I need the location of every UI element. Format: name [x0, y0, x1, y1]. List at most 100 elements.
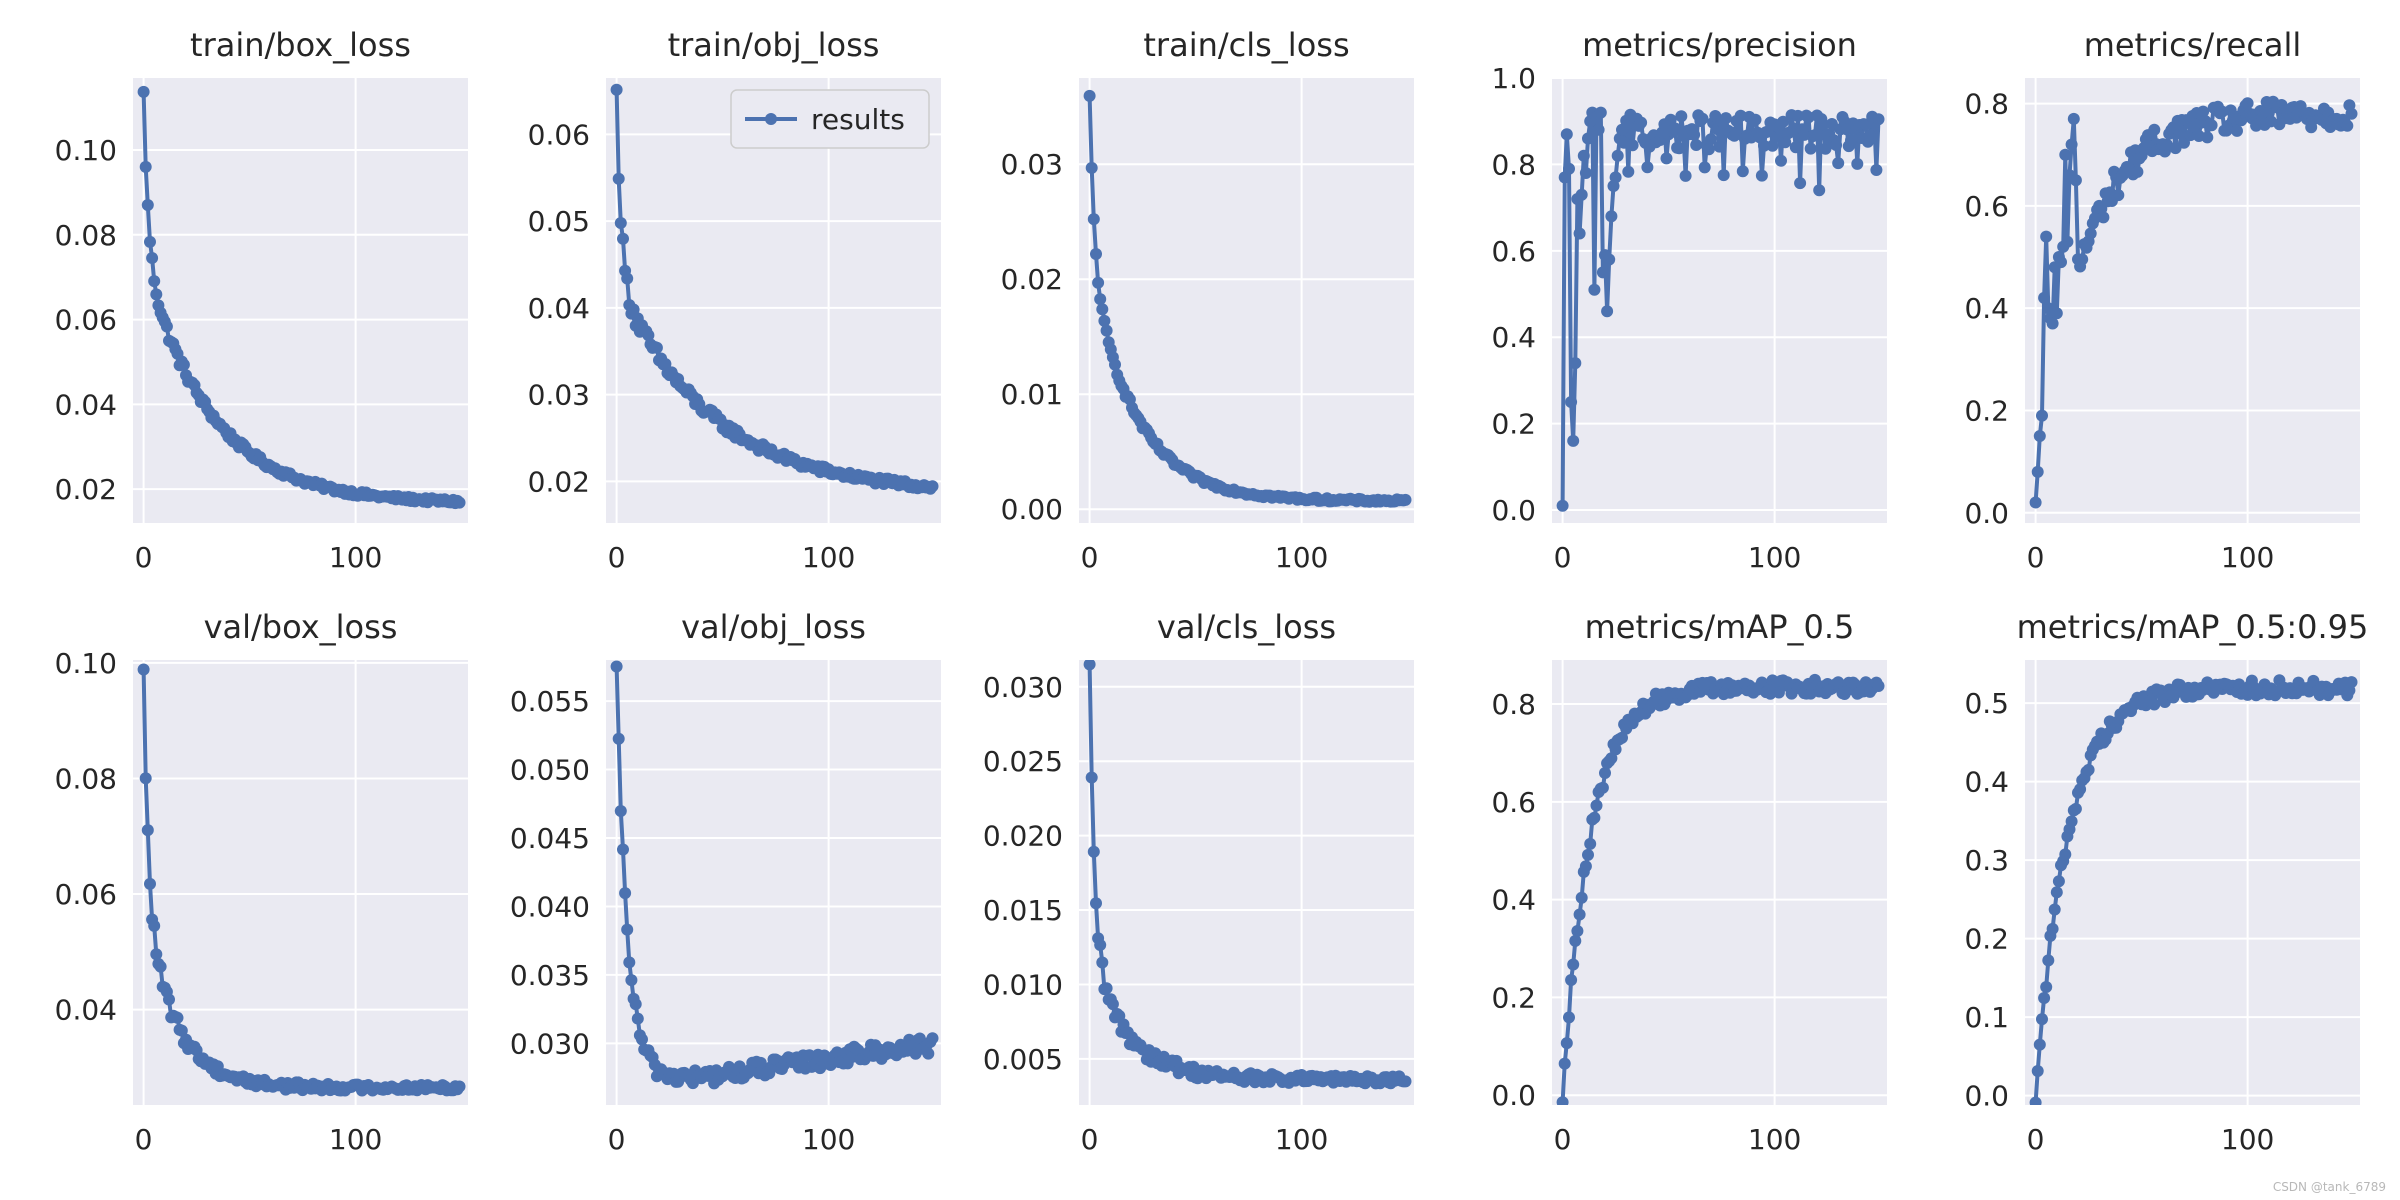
data-point	[144, 877, 156, 890]
data-point	[171, 1011, 184, 1024]
data-point	[2048, 903, 2061, 916]
x-tick-label: 100	[802, 541, 855, 574]
data-point	[1679, 169, 1692, 182]
plot-area	[606, 660, 941, 1105]
data-point	[614, 217, 627, 229]
data-point	[1702, 143, 1715, 156]
data-point	[2082, 763, 2095, 776]
data-point	[137, 85, 150, 98]
data-point	[1713, 140, 1726, 153]
watermark: CSDN @tank_6789	[2272, 1180, 2386, 1194]
data-point	[610, 660, 623, 673]
y-tick-label: 0.055	[510, 685, 590, 718]
subplot-val-box-loss: val/box_loss 0.04 0.06 0.08 0.10 0 100	[55, 608, 468, 1156]
data-point	[831, 1046, 844, 1059]
x-tick-label: 100	[1748, 541, 1801, 574]
data-point	[2036, 1013, 2048, 1026]
data-point	[1596, 781, 1609, 794]
data-point	[1791, 109, 1804, 122]
data-point	[1872, 680, 1885, 692]
y-tick-label: 0.04	[55, 994, 117, 1027]
data-point	[2131, 165, 2144, 178]
data-point	[1100, 982, 1113, 995]
y-tick-label: 0.02	[1001, 263, 1063, 296]
y-tick-label: 0.1	[1964, 1001, 2009, 1034]
legend-label: results	[811, 103, 905, 136]
y-tick-label: 0.8	[1964, 88, 2009, 121]
y-tick-label: 0.040	[510, 890, 590, 923]
legend-marker-sample	[765, 113, 777, 125]
data-point	[2205, 119, 2218, 132]
data-point	[1575, 188, 1588, 201]
data-point	[1749, 113, 1762, 126]
data-point	[631, 1012, 644, 1025]
y-tick-label: 0.045	[510, 822, 590, 855]
data-point	[2112, 189, 2125, 202]
y-tick-label: 0.08	[55, 762, 117, 795]
data-point	[2046, 317, 2059, 330]
data-point	[1698, 161, 1711, 174]
data-point	[2067, 112, 2080, 125]
subplot-train-box-loss: train/box_loss 0.02 0.04 0.06 0.08 0.10 0 100	[55, 26, 468, 574]
data-point	[1736, 165, 1749, 178]
series-results	[1556, 673, 1885, 1105]
data-point	[1832, 157, 1845, 170]
subplot-metrics-map-0-5-0-95: metrics/mAP_0.5:0.95 0.0 0.1 0.2 0.3 0.4 0.5 0 1…	[1964, 608, 2368, 1156]
data-point	[1109, 358, 1121, 371]
series-results	[2029, 674, 2358, 1105]
data-point	[1851, 157, 1864, 170]
data-point	[1864, 129, 1876, 142]
data-point	[1560, 128, 1573, 141]
data-point	[1808, 129, 1821, 142]
data-point	[1577, 149, 1590, 162]
plot-area	[1079, 660, 1414, 1105]
x-tick-label: 100	[1275, 541, 1328, 574]
data-point	[1399, 1075, 1412, 1088]
data-point	[453, 1080, 466, 1093]
y-tick-label: 0.01	[1001, 378, 1063, 411]
plot-area	[133, 660, 468, 1105]
data-point	[2345, 107, 2358, 120]
y-tick-label: 0.3	[1964, 844, 2009, 877]
y-tick-label: 0.015	[983, 894, 1063, 927]
data-point	[1090, 897, 1102, 910]
y-tick-label: 0.0	[1964, 1080, 2009, 1113]
data-point	[1705, 133, 1717, 146]
data-point	[1098, 314, 1111, 327]
series-results	[1556, 106, 1885, 512]
series-results	[1083, 89, 1412, 508]
data-point	[1579, 860, 1592, 873]
data-point	[2231, 124, 2243, 137]
legend-box	[730, 89, 930, 149]
data-point	[1087, 845, 1100, 858]
y-tick-label: 0.030	[983, 671, 1063, 704]
data-point	[2040, 981, 2053, 993]
subplot-title: metrics/recall	[2084, 26, 2302, 64]
data-point	[453, 496, 466, 509]
data-point	[1592, 123, 1605, 136]
data-point	[1758, 139, 1770, 152]
x-tick-label: 100	[2221, 1123, 2274, 1156]
data-point	[922, 1047, 935, 1060]
data-point	[1660, 152, 1673, 165]
series-results	[610, 83, 939, 495]
data-point	[2059, 148, 2072, 161]
data-point	[2029, 1096, 2042, 1105]
subplot-title: metrics/mAP_0.5	[1585, 608, 1855, 646]
data-point	[1090, 248, 1102, 260]
data-point	[617, 843, 629, 856]
data-point	[1789, 141, 1802, 154]
data-point	[146, 252, 159, 264]
data-point	[642, 329, 655, 342]
data-point	[1690, 139, 1703, 151]
data-point	[1556, 499, 1569, 512]
x-tick-label: 0	[608, 541, 626, 574]
subplot-metrics-map-0-5: metrics/mAP_0.5 0.0 0.2 0.4 0.6 0.8 0 100	[1491, 608, 1887, 1156]
y-tick-label: 1.0	[1491, 62, 1536, 95]
data-point	[1573, 227, 1586, 240]
data-point	[1611, 149, 1624, 162]
y-tick-label: 0.02	[528, 465, 590, 498]
data-point	[625, 974, 638, 987]
data-point	[2052, 875, 2065, 888]
